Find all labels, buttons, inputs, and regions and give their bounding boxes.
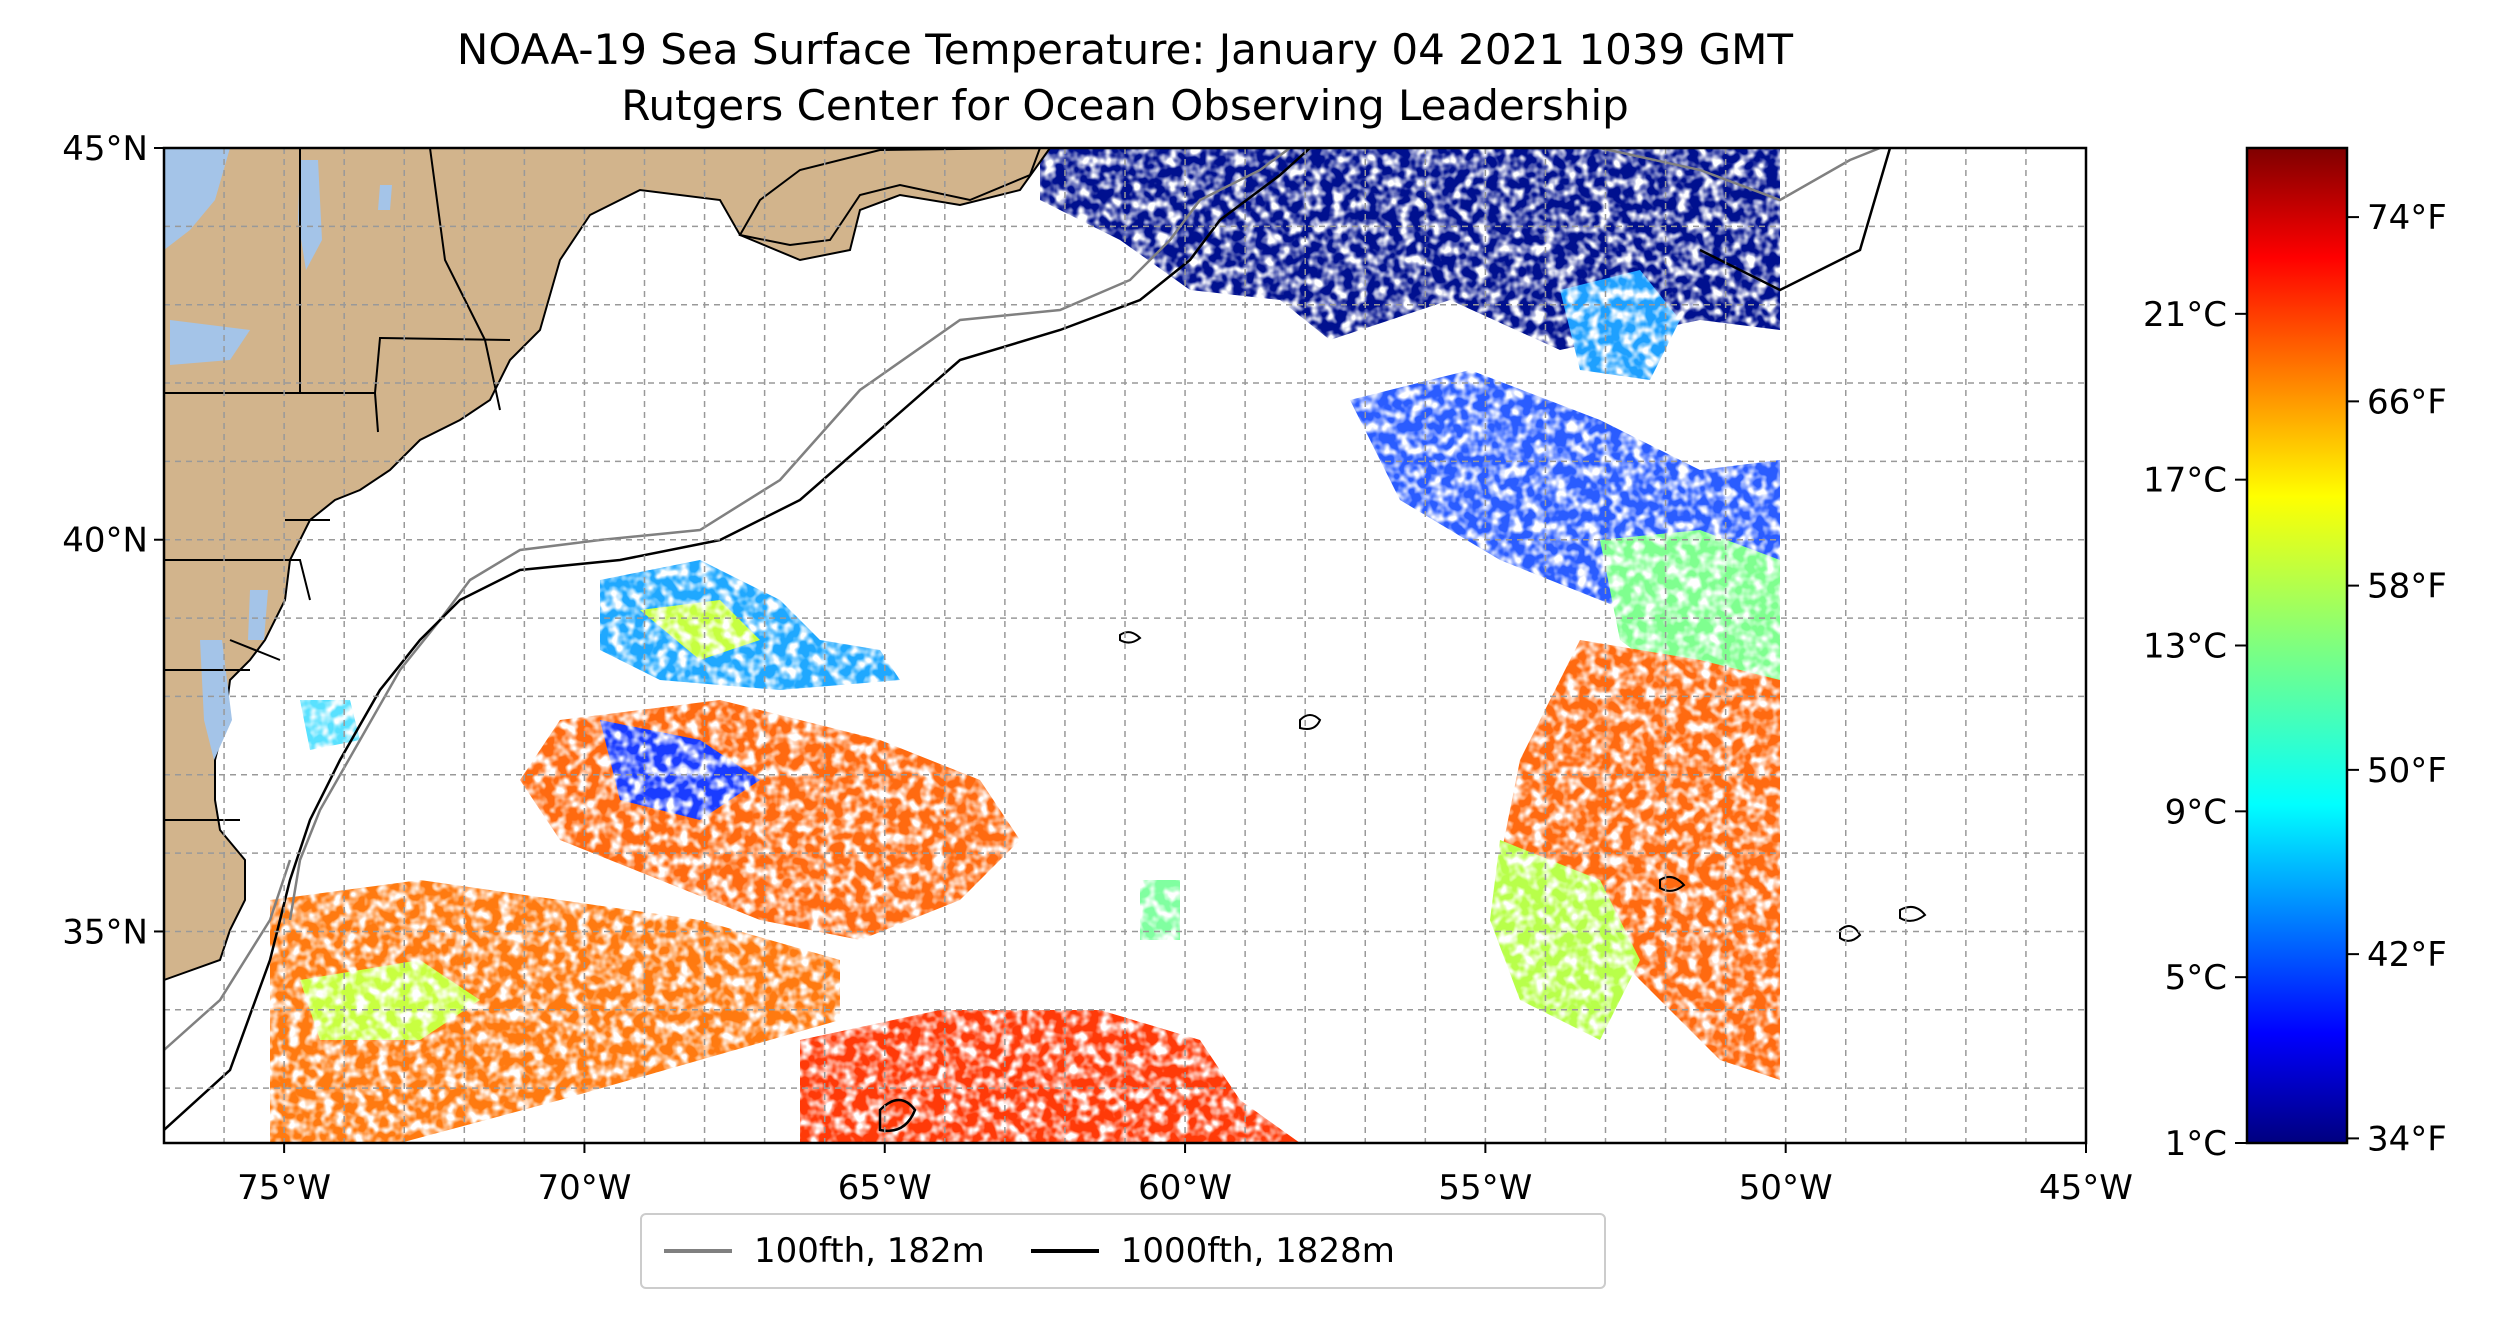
map-plot-area <box>164 148 2086 1143</box>
lat-tick-label: 40°N <box>62 521 148 561</box>
colorbar-label-f: 74°F <box>2367 198 2447 238</box>
lon-tick-label: 60°W <box>1138 1168 1232 1208</box>
colorbar-label-c: 9°C <box>2165 792 2227 832</box>
legend-swatch-100fth <box>664 1249 732 1253</box>
lat-tick-label: 35°N <box>62 912 148 952</box>
colorbar-label-c: 21°C <box>2143 295 2227 335</box>
lon-tick-label: 70°W <box>537 1168 631 1208</box>
legend-label-1000fth: 1000fth, 1828m <box>1120 1231 1395 1271</box>
contour-legend: 100fth, 182m 1000fth, 1828m <box>640 1213 1606 1289</box>
legend-label-100fth: 100fth, 182m <box>754 1231 985 1271</box>
colorbar-label-f: 42°F <box>2367 935 2447 975</box>
lon-tick-label: 65°W <box>838 1168 932 1208</box>
state-borders <box>164 148 511 821</box>
gridlines <box>164 148 2086 1143</box>
axis-ticks: 75°W 70°W 65°W 60°W 55°W 50°W 45°W 45°N 40°N 35°N <box>62 129 2133 1208</box>
colorbar-label-f: 58°F <box>2367 567 2447 607</box>
colorbar-label-c: 17°C <box>2143 461 2227 501</box>
colorbar-label-f: 66°F <box>2367 382 2447 422</box>
lon-tick-label: 75°W <box>237 1168 331 1208</box>
colorbar-label-c: 1°C <box>2165 1124 2227 1164</box>
contour-1000fth <box>164 148 1927 1133</box>
lon-tick-label: 45°W <box>2039 1168 2133 1208</box>
lat-tick-label: 45°N <box>62 129 148 169</box>
contour-100fth <box>164 148 1881 1051</box>
colorbar-ticks: 74°F 66°F 58°F 50°F 42°F 34°F 21°C 17°C 13°C 9°C 5… <box>2143 198 2447 1164</box>
legend-item-100fth: 100fth, 182m <box>664 1231 985 1271</box>
colorbar-label-f: 34°F <box>2367 1119 2447 1159</box>
colorbar-label-c: 13°C <box>2143 627 2227 667</box>
lon-tick-label: 55°W <box>1438 1168 1532 1208</box>
colorbar-label-c: 5°C <box>2165 958 2227 998</box>
lon-tick-label: 50°W <box>1739 1168 1833 1208</box>
colorbar-gradient <box>2245 146 2349 1145</box>
colorbar: 74°F 66°F 58°F 50°F 42°F 34°F 21°C 17°C 13°C 9°C 5… <box>2143 146 2447 1164</box>
legend-swatch-1000fth <box>1030 1249 1099 1253</box>
map-frame <box>162 146 2088 1145</box>
legend-item-1000fth: 1000fth, 1828m <box>1030 1231 1395 1271</box>
map-subtitle: Rutgers Center for Ocean Observing Leade… <box>621 81 1629 130</box>
colorbar-label-f: 50°F <box>2367 751 2447 791</box>
map-title: NOAA-19 Sea Surface Temperature: January… <box>456 25 1794 74</box>
land-mass <box>164 148 1052 982</box>
